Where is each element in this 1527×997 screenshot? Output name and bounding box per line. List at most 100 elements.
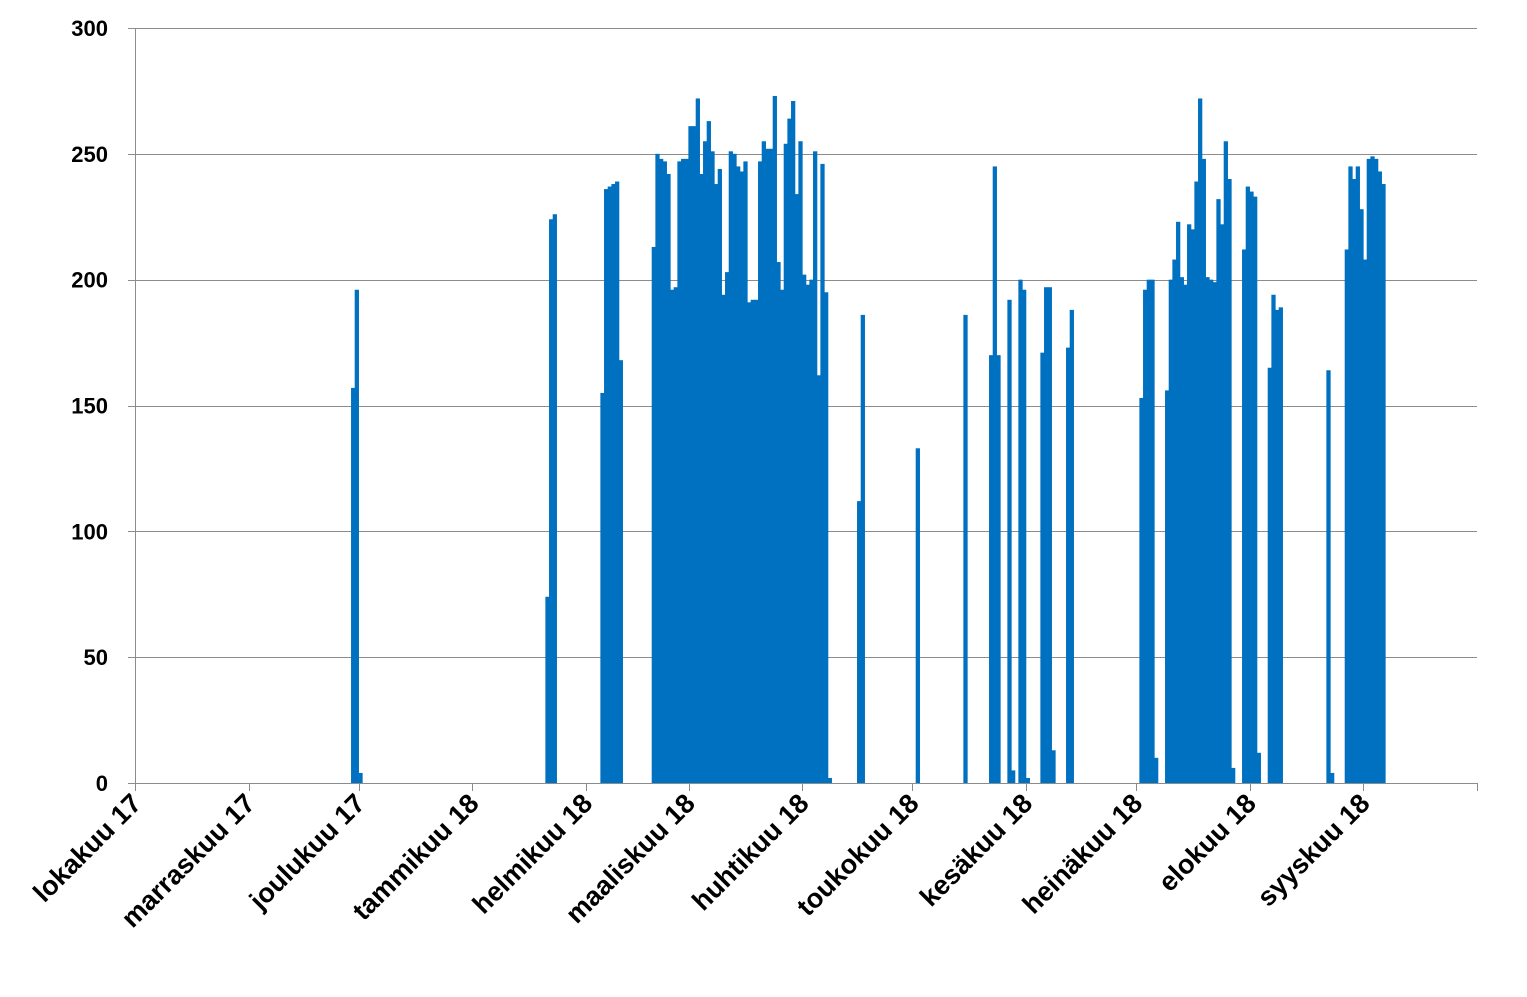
x-tick-label: elokuu 18 [1153,788,1262,897]
bar [666,173,671,783]
bar [1220,224,1225,784]
bar [1172,259,1177,783]
bar [1242,249,1247,783]
bar [765,148,770,784]
bar [721,294,726,783]
bar [692,126,697,783]
bar [1011,770,1016,783]
bar [1253,196,1258,783]
bar [1267,367,1272,783]
bar [860,314,865,783]
bar [736,166,741,783]
bar [963,314,968,783]
bar [805,284,810,783]
bar [615,181,620,783]
y-tick-label: 50 [84,645,108,670]
bar [787,118,792,784]
bar [706,121,711,783]
bar [673,287,678,783]
bar [1366,158,1371,783]
bar [600,392,605,783]
bar [1374,158,1379,783]
bar [1278,307,1283,783]
bar [1381,184,1386,784]
bar [1245,186,1250,784]
bar [1227,179,1232,783]
bar [772,95,777,783]
bar [1271,294,1276,783]
bar [1352,179,1357,783]
bar [681,158,686,783]
bar [754,299,759,783]
bar [739,171,744,783]
bar [618,360,623,783]
bar [1066,347,1071,783]
bar [695,98,700,783]
bar [714,184,719,784]
bar [1216,199,1221,784]
bar [1326,370,1331,783]
bar [1143,289,1148,783]
bar [1377,171,1382,783]
bar [351,387,356,783]
bar [1223,141,1228,783]
bar [915,448,920,783]
bar [1190,229,1195,784]
bar [1168,279,1173,783]
bar [1150,279,1155,783]
y-tick-label: 100 [71,519,108,544]
bar [794,194,799,784]
bar [820,163,825,783]
bar [1044,287,1049,783]
x-tick-label: kesäkuu 18 [914,788,1038,912]
bar [1209,279,1214,783]
x-tick-label: joulukuu 17 [243,788,371,916]
bar [549,219,554,783]
bar [1344,249,1349,783]
bar [699,173,704,783]
bar [1275,309,1280,783]
bar [725,272,730,783]
bar [798,141,803,783]
bar [827,777,832,783]
bar [758,161,763,784]
bar [989,355,994,783]
y-axis-tick-labels: 0 50 100 150 200 250 300 [71,16,108,796]
y-tick-label: 250 [71,142,108,167]
bar [1018,279,1023,783]
bar [1249,191,1254,784]
bar [802,274,807,783]
bar [703,141,708,783]
bar [1179,277,1184,783]
bar [1201,158,1206,783]
bar [717,168,722,783]
bar [1022,289,1027,783]
y-tick-label: 0 [96,771,108,796]
bar [1205,277,1210,783]
bar [1176,221,1181,784]
bar [354,289,359,783]
bar [1183,284,1188,783]
bar [1231,767,1236,783]
bar [662,161,667,784]
bar [1047,287,1052,783]
bar [1069,309,1074,783]
bar [358,772,363,783]
bar [824,292,829,783]
bar [783,143,788,783]
x-tick-label: lokakuu 17 [27,788,147,908]
y-tick-label: 150 [71,394,108,419]
bar [1025,777,1030,783]
bar [684,158,689,783]
bar [1370,156,1375,784]
y-tick-label: 300 [71,16,108,41]
bar [670,289,675,783]
bar [750,299,755,783]
bar [1348,166,1353,783]
bar [809,279,814,783]
bar [545,596,550,783]
bar [732,153,737,784]
bar [776,262,781,783]
